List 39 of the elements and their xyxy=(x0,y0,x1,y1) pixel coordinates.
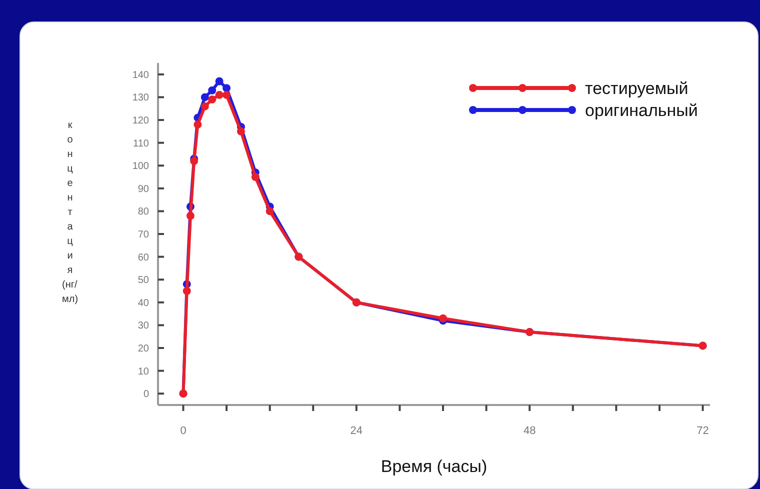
y-tick-label: 40 xyxy=(138,298,150,309)
x-tick-label: 48 xyxy=(523,425,536,437)
y-tick-label: 90 xyxy=(138,184,150,195)
point xyxy=(200,93,209,102)
y-tick-label: 30 xyxy=(138,320,150,332)
legend-label: оригинальный xyxy=(585,100,698,120)
y-tick-label: 60 xyxy=(138,252,150,264)
y-tick-label: 10 xyxy=(138,366,150,378)
point xyxy=(222,84,231,92)
point xyxy=(222,90,231,99)
x-tick-label: 24 xyxy=(350,425,363,437)
point xyxy=(439,314,448,322)
point xyxy=(215,77,224,86)
point xyxy=(208,95,216,104)
point xyxy=(190,157,198,166)
point xyxy=(194,120,202,129)
point xyxy=(215,90,224,99)
x-axis-title: Время (часы) xyxy=(380,457,488,476)
y-tick-label: 100 xyxy=(132,161,150,172)
y-tick-label: 70 xyxy=(138,230,150,240)
y-tick-label: 130 xyxy=(132,92,150,104)
y-tick-label: 20 xyxy=(138,344,150,354)
y-tick-label: 120 xyxy=(132,116,150,126)
y-tick-label: 0 xyxy=(143,389,150,400)
x-tick-label: 72 xyxy=(696,425,709,437)
point xyxy=(208,86,216,94)
y-tick-label: 140 xyxy=(132,70,150,81)
point xyxy=(182,287,191,295)
legend-label: тестируемый xyxy=(585,78,688,98)
y-tick-label: 80 xyxy=(138,206,150,218)
point xyxy=(200,102,209,110)
x-tick-label: 0 xyxy=(180,425,186,437)
y-tick-label: 50 xyxy=(138,275,150,286)
point xyxy=(266,207,274,216)
y-tick-label: 110 xyxy=(133,138,150,150)
point xyxy=(251,173,260,181)
point xyxy=(186,212,194,220)
point xyxy=(236,127,245,136)
text: концентация (нг/мл) xyxy=(62,120,78,305)
